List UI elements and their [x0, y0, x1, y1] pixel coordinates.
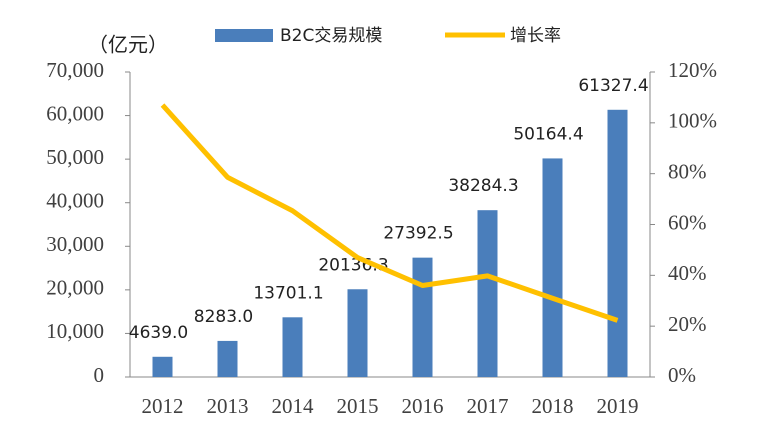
value-label: 50164.4 [513, 124, 583, 144]
y2-tick-label: 120% [668, 58, 717, 82]
bar [152, 356, 173, 377]
y2-tick-label: 40% [668, 261, 707, 285]
legend-label: 增长率 [510, 26, 561, 46]
x-tick-label: 2012 [142, 394, 184, 418]
y-tick-label: 60,000 [46, 101, 104, 125]
x-tick-label: 2017 [467, 394, 509, 418]
value-label: 20136.3 [318, 255, 388, 275]
bar [477, 210, 498, 377]
bar [412, 257, 433, 377]
y-tick-label: 50,000 [46, 145, 104, 169]
y2-tick-label: 100% [668, 109, 717, 133]
bar [542, 158, 563, 377]
x-tick-label: 2019 [597, 394, 639, 418]
y2-tick-label: 80% [668, 159, 707, 183]
y-tick-label: 30,000 [46, 232, 104, 256]
y2-tick-label: 20% [668, 312, 707, 336]
y-tick-label: 20,000 [46, 276, 104, 300]
growth-line [160, 103, 619, 323]
bar [217, 340, 238, 377]
bar [347, 289, 368, 377]
y-tick-label: 40,000 [46, 189, 104, 213]
y-tick-label: 10,000 [46, 319, 104, 343]
x-tick-label: 2016 [402, 394, 444, 418]
x-tick-label: 2014 [272, 394, 315, 418]
value-label: 38284.3 [448, 176, 518, 196]
bar [607, 109, 628, 378]
legend-swatch [215, 29, 273, 42]
y2-tick-label: 0% [668, 363, 696, 387]
x-tick-label: 2018 [532, 394, 574, 418]
value-label: 4639.0 [129, 323, 188, 343]
y-tick-label: 0 [94, 363, 105, 387]
bar [282, 317, 303, 377]
x-tick-label: 2013 [207, 394, 249, 418]
value-label: 27392.5 [383, 224, 453, 244]
value-label: 61327.4 [578, 76, 648, 96]
value-label: 13701.1 [253, 283, 323, 303]
y2-tick-label: 60% [668, 210, 707, 234]
value-label: 8283.0 [194, 307, 253, 327]
y-tick-label: 70,000 [46, 58, 104, 82]
legend-label: B2C交易规模 [280, 26, 382, 46]
y-axis-label: （亿元） [88, 33, 168, 57]
x-tick-label: 2015 [337, 394, 379, 418]
